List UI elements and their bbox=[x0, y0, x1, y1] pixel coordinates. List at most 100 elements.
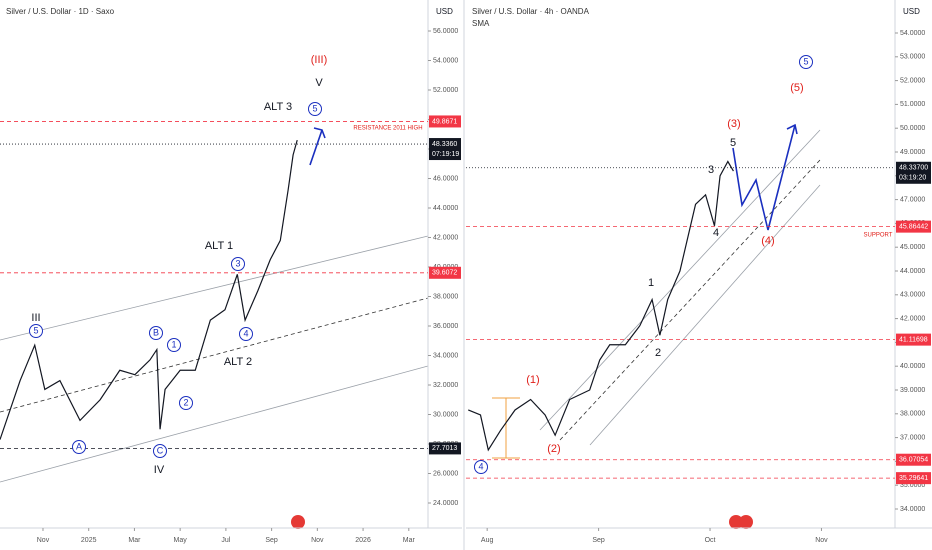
wave-label: 1 bbox=[171, 339, 176, 349]
wave-label: 5 bbox=[33, 325, 38, 335]
level-label: 27.7013 bbox=[432, 445, 457, 452]
y-tick-label: 51.0000 bbox=[900, 101, 925, 108]
wave-circle bbox=[239, 327, 253, 341]
y-tick-label: 45.0000 bbox=[900, 244, 925, 251]
wave-label: (4) bbox=[761, 235, 774, 247]
wave-label: 5 bbox=[803, 56, 808, 66]
wave-label: 2 bbox=[655, 347, 661, 359]
level-badge bbox=[896, 472, 931, 485]
y-tick-label: 50.0000 bbox=[900, 125, 925, 132]
y-tick-label: 54.0000 bbox=[900, 30, 925, 37]
y-tick-label: 47.0000 bbox=[900, 196, 925, 203]
level-label: 41.11698 bbox=[899, 336, 928, 343]
wave-label: 5 bbox=[312, 103, 317, 113]
y-tick-label: 37.0000 bbox=[900, 434, 925, 441]
chart-title: Silver / U.S. Dollar · 4h · OANDA bbox=[472, 7, 590, 16]
y-tick-label: 34.0000 bbox=[900, 506, 925, 513]
wave-label: (2) bbox=[547, 443, 560, 455]
y-tick-label: 35.0000 bbox=[900, 482, 925, 489]
event-icon[interactable] bbox=[729, 515, 743, 529]
wave-label: 4 bbox=[478, 461, 483, 471]
currency-label: USD bbox=[903, 7, 920, 16]
x-tick-label: 2026 bbox=[355, 537, 371, 544]
wave-circle bbox=[72, 440, 86, 454]
wave-label: 1 bbox=[648, 277, 654, 289]
y-tick-label: 38.0000 bbox=[900, 411, 925, 418]
x-tick-label: May bbox=[174, 537, 188, 544]
y-tick-label: 52.0000 bbox=[900, 77, 925, 84]
level-badge bbox=[429, 442, 461, 455]
y-tick-label: 54.0000 bbox=[433, 57, 458, 64]
x-tick-label: Sep bbox=[592, 537, 605, 544]
wave-label: ALT 3 bbox=[264, 101, 292, 113]
wave-circle bbox=[167, 338, 181, 352]
wave-circle bbox=[799, 55, 813, 69]
wave-label: (III) bbox=[311, 54, 328, 66]
wave-label: RESISTANCE 2011 HIGH bbox=[353, 126, 422, 132]
y-tick-label: 26.0000 bbox=[433, 470, 458, 477]
wave-label: V bbox=[315, 77, 323, 89]
x-tick-label: 2025 bbox=[81, 537, 97, 544]
level-time: 07:19:19 bbox=[432, 151, 459, 158]
x-tick-label: Nov bbox=[37, 537, 50, 544]
level-label: 39.6072 bbox=[432, 270, 457, 277]
currency-label: USD bbox=[436, 7, 453, 16]
wave-label: C bbox=[157, 445, 164, 455]
level-label: 48.33700 bbox=[899, 165, 928, 172]
price-line bbox=[0, 139, 298, 440]
wave-label: IV bbox=[154, 464, 165, 476]
x-tick-label: Oct bbox=[705, 537, 716, 544]
level-label: 35.29641 bbox=[899, 475, 928, 482]
level-time: 03:19:20 bbox=[899, 175, 926, 182]
event-icon[interactable] bbox=[739, 515, 753, 529]
wave-label: (1) bbox=[526, 374, 539, 386]
level-badge bbox=[896, 453, 931, 466]
price-line bbox=[468, 160, 734, 452]
wave-label: (3) bbox=[727, 118, 740, 130]
wave-label: (5) bbox=[790, 82, 803, 94]
x-tick-label: Nov bbox=[311, 537, 324, 544]
x-tick-label: Jul bbox=[221, 537, 230, 544]
x-tick-label: Sep bbox=[265, 537, 278, 544]
y-tick-label: 38.0000 bbox=[433, 293, 458, 300]
wave-label: III bbox=[31, 312, 40, 324]
y-tick-label: 44.0000 bbox=[900, 268, 925, 275]
wave-label: 4 bbox=[243, 328, 248, 338]
event-icon[interactable] bbox=[291, 515, 305, 529]
projections bbox=[309, 123, 798, 231]
wave-circle bbox=[474, 460, 488, 474]
wave-label: 5 bbox=[730, 137, 736, 149]
chart-title: Silver / U.S. Dollar · 1D · Saxo bbox=[6, 7, 115, 16]
y-tick-label: 52.0000 bbox=[433, 87, 458, 94]
y-tick-label: 42.0000 bbox=[900, 315, 925, 322]
y-tick-label: 42.0000 bbox=[433, 234, 458, 241]
range-marker bbox=[492, 397, 520, 459]
wave-label: ALT 1 bbox=[205, 240, 233, 252]
y-tick-label: 32.0000 bbox=[433, 382, 458, 389]
level-label: 45.86442 bbox=[899, 223, 928, 230]
wave-label: 3 bbox=[708, 164, 714, 176]
y-tick-label: 39.0000 bbox=[900, 387, 925, 394]
level-badge bbox=[429, 115, 461, 128]
wave-label: A bbox=[76, 441, 82, 451]
x-tick-label: Aug bbox=[481, 537, 494, 544]
y-tick-label: 44.0000 bbox=[433, 205, 458, 212]
channels bbox=[0, 129, 821, 483]
level-label: 49.8671 bbox=[432, 118, 457, 125]
level-badge bbox=[896, 161, 931, 184]
y-tick-label: 49.0000 bbox=[900, 149, 925, 156]
level-badge bbox=[429, 266, 461, 279]
y-tick-label: 36.0000 bbox=[433, 323, 458, 330]
wave-circle bbox=[308, 102, 322, 116]
wave-label: B bbox=[153, 327, 159, 337]
level-badge bbox=[896, 333, 931, 346]
level-label: 36.07054 bbox=[899, 457, 928, 464]
y-tick-label: 40.0000 bbox=[900, 363, 925, 370]
y-tick-label: 53.0000 bbox=[900, 54, 925, 61]
level-badge bbox=[896, 220, 931, 233]
wave-circle bbox=[179, 396, 193, 410]
x-tick-label: Mar bbox=[128, 537, 141, 544]
y-tick-label: 43.0000 bbox=[900, 292, 925, 299]
